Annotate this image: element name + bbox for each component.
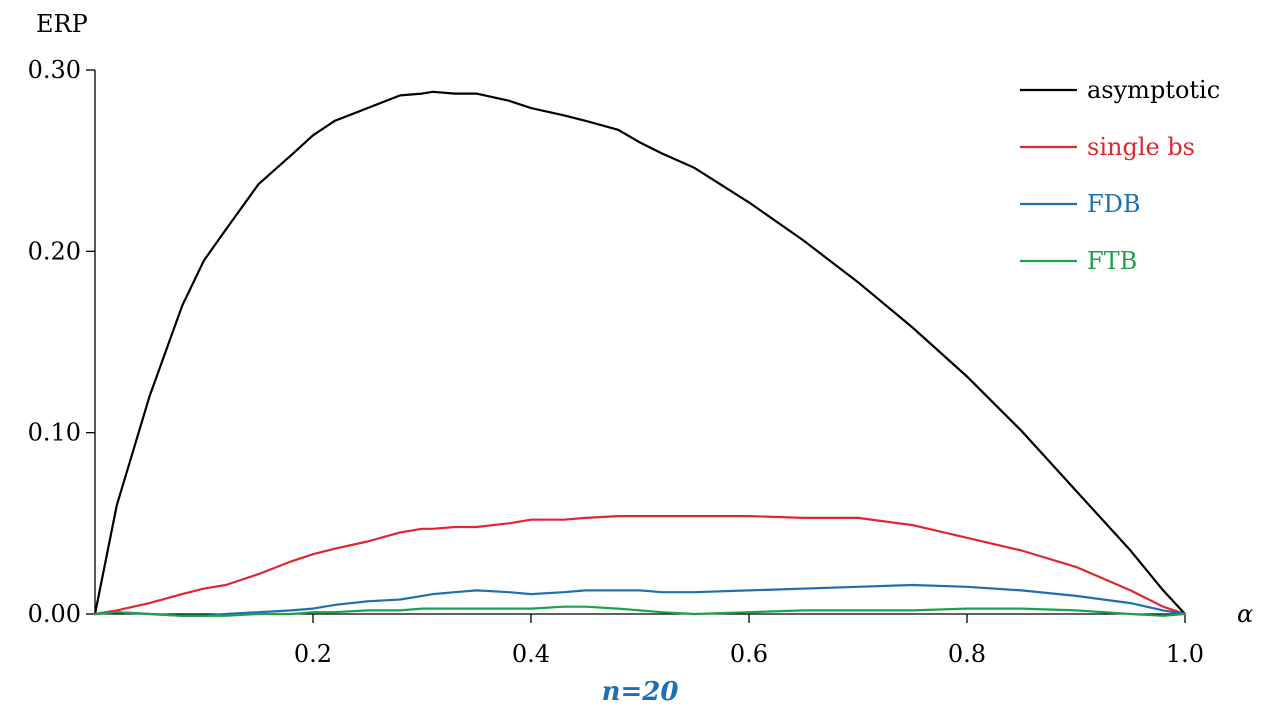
legend-label-ftb: FTB bbox=[1087, 247, 1137, 275]
x-tick-label: 1.0 bbox=[1166, 640, 1204, 668]
x-tick-label: 0.6 bbox=[730, 640, 768, 668]
x-axis-title: α bbox=[1237, 600, 1253, 628]
series-line-fdb bbox=[93, 583, 1187, 617]
ticks: 0.00 0.10 0.20 0.30 0.2 0.4 0.6 0.8 1.0 bbox=[28, 56, 1205, 668]
x-tick-label: 0.4 bbox=[512, 640, 550, 668]
legend-label-asymptotic: asymptotic bbox=[1087, 76, 1220, 104]
legend-label-fdb: FDB bbox=[1087, 190, 1141, 218]
series bbox=[93, 90, 1187, 617]
series-line-single-bs bbox=[93, 514, 1187, 616]
chart-caption: n=20 bbox=[602, 677, 679, 707]
x-tick-label: 0.2 bbox=[294, 640, 332, 668]
axes bbox=[94, 70, 1185, 615]
y-axis-title: ERP bbox=[36, 10, 88, 38]
legend: asymptotic single bs FDB FTB bbox=[1020, 76, 1220, 275]
series-line-ftb bbox=[93, 605, 1187, 617]
series-line-asymptotic bbox=[93, 90, 1187, 616]
y-tick-label: 0.00 bbox=[28, 600, 81, 628]
y-tick-label: 0.30 bbox=[28, 56, 81, 84]
legend-label-single-bs: single bs bbox=[1087, 133, 1195, 161]
x-tick-label: 0.8 bbox=[948, 640, 986, 668]
y-tick-label: 0.10 bbox=[28, 419, 81, 447]
y-tick-label: 0.20 bbox=[28, 237, 81, 265]
